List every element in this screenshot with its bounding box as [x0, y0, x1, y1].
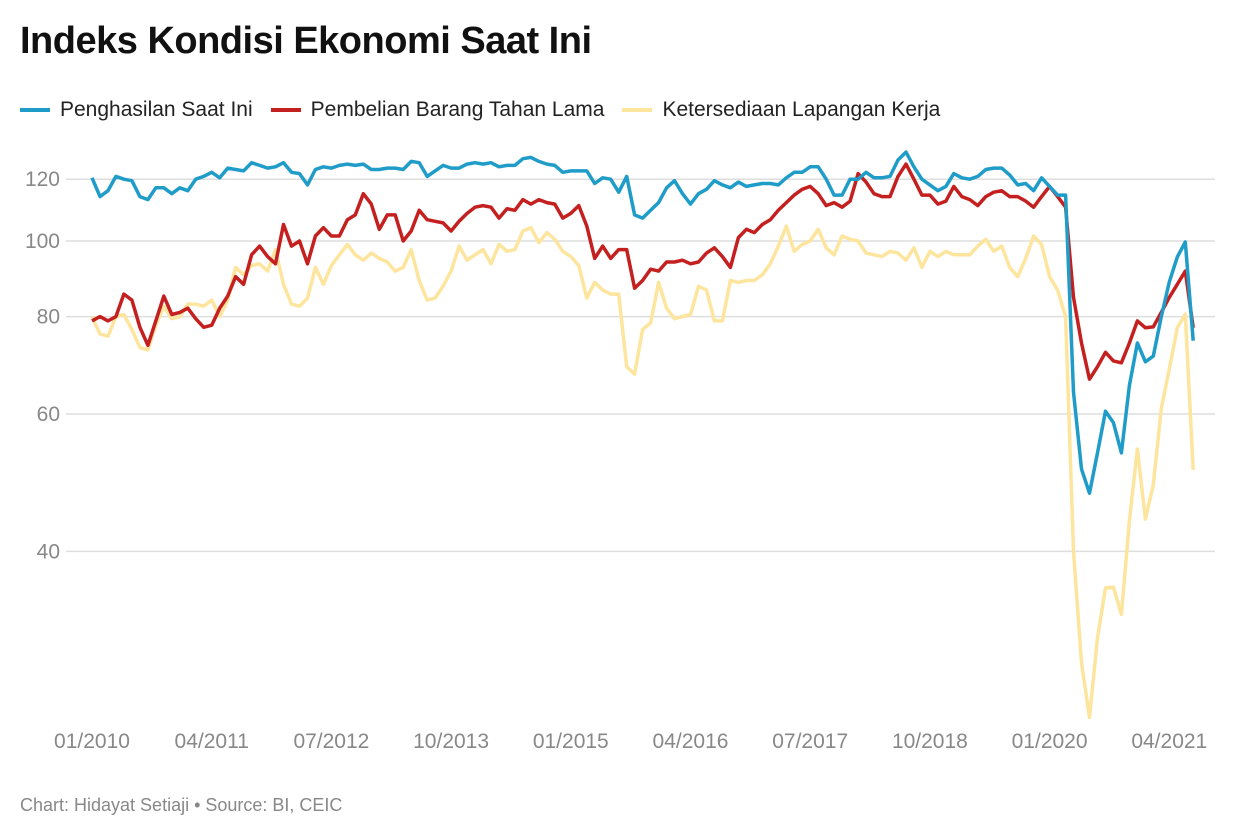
y-tick-label: 100: [25, 230, 60, 253]
x-tick-label: 04/2021: [1131, 730, 1207, 753]
x-tick-label: 07/2017: [772, 730, 848, 753]
y-tick-label: 40: [37, 540, 60, 563]
x-tick-label: 01/2020: [1012, 730, 1088, 753]
y-tick-label: 80: [37, 306, 60, 329]
x-tick-label: 10/2013: [413, 730, 489, 753]
legend-swatch: [622, 108, 653, 112]
series-line-ketersediaan-lapangan-kerja: [90, 224, 1195, 720]
legend-item-lapangan-kerja: Ketersediaan Lapangan Kerja: [622, 98, 940, 122]
x-tick-label: 10/2018: [892, 730, 968, 753]
legend-item-penghasilan: Penghasilan Saat Ini: [20, 98, 253, 122]
legend-swatch: [20, 108, 50, 112]
legend-label: Penghasilan Saat Ini: [60, 98, 253, 121]
chart-title: Indeks Kondisi Ekonomi Saat Ini: [20, 20, 592, 62]
chart-source-footer: Chart: Hidayat Setiaji • Source: BI, CEI…: [20, 795, 343, 815]
x-tick-label: 04/2011: [175, 730, 249, 753]
x-tick-label: 01/2010: [54, 730, 130, 753]
x-tick-label: 07/2012: [293, 730, 369, 753]
legend: Penghasilan Saat Ini Pembelian Barang Ta…: [20, 98, 940, 122]
y-tick-label: 120: [25, 168, 60, 191]
x-tick-label: 04/2016: [653, 730, 729, 753]
series-line-pembelian-barang-tahan-lama: [91, 162, 1195, 381]
legend-item-pembelian: Pembelian Barang Tahan Lama: [270, 98, 605, 122]
y-tick-label: 60: [37, 403, 60, 426]
legend-label: Ketersediaan Lapangan Kerja: [662, 98, 941, 121]
legend-label: Pembelian Barang Tahan Lama: [310, 98, 605, 121]
legend-swatch: [270, 108, 301, 112]
x-tick-label: 01/2015: [533, 730, 609, 753]
series-line-penghasilan-saat-ini: [90, 150, 1195, 495]
